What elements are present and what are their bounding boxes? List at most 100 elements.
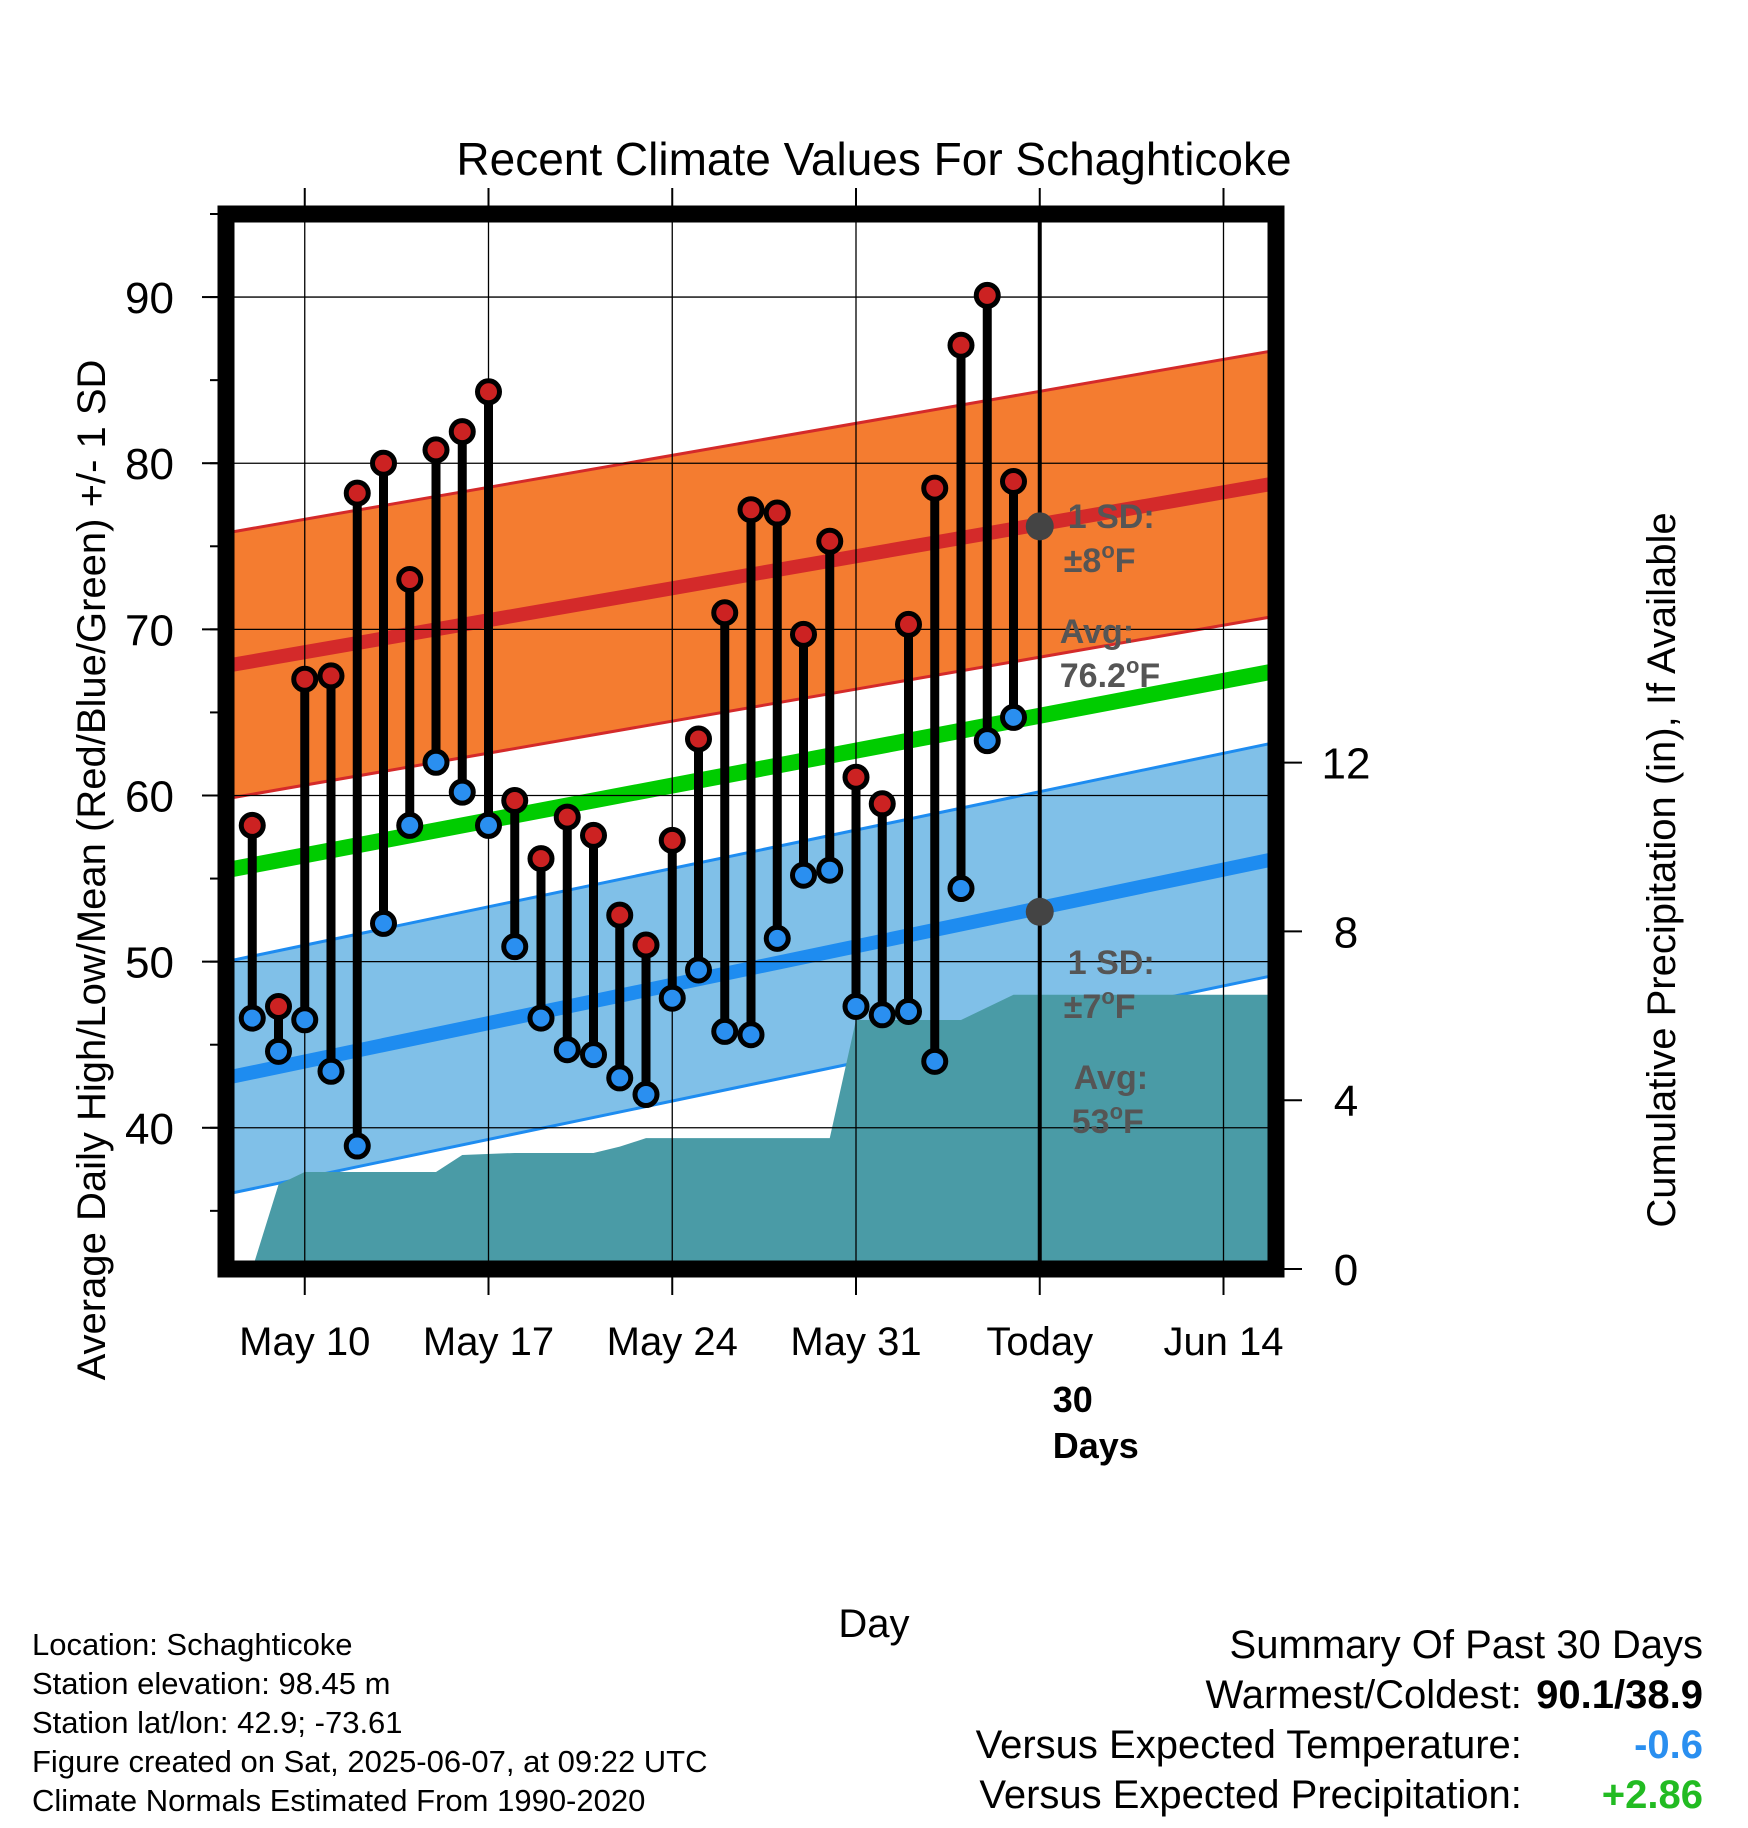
y-tick-label: 70 (125, 606, 174, 655)
high-point (947, 331, 975, 359)
y2-axis-label: Cumulative Precipitation (in), If Availa… (1640, 512, 1684, 1227)
summary-warm-row: Warmest/Coldest: 90.1/38.9 (976, 1670, 1704, 1720)
y2-tick-label: 12 (1322, 740, 1371, 789)
high-point (868, 790, 896, 818)
low-point (632, 1081, 660, 1109)
high-point (1000, 467, 1027, 495)
y-tick-label: 60 (125, 772, 174, 821)
high-point (895, 610, 922, 638)
y-tick-label: 40 (125, 1105, 174, 1154)
low-point (291, 1006, 319, 1034)
high-point (606, 901, 634, 929)
high-point (790, 620, 817, 648)
low-sd-title: 1 SD: (1068, 944, 1155, 982)
today-days-number: 30 (1053, 1379, 1093, 1420)
low-point (816, 856, 844, 884)
high-point (396, 566, 424, 594)
low-avg-value: 53oF (1072, 1099, 1144, 1141)
high-point (422, 436, 450, 464)
plot-interior (226, 214, 1276, 1269)
high-sd-value: ±8oF (1064, 538, 1136, 580)
high-avg-value: 76.2oF (1060, 653, 1160, 695)
low-point (658, 984, 686, 1012)
low-point (501, 933, 529, 961)
high-point (580, 821, 607, 849)
low-point (1000, 703, 1027, 731)
temp-value: -0.6 (1634, 1723, 1703, 1767)
warm-label: Warmest/Coldest: (1205, 1673, 1522, 1717)
precipitation-area (252, 994, 1276, 1269)
elevation-text: Station elevation: 98.45 m (32, 1666, 391, 1701)
high-point (501, 786, 529, 814)
low-avg-title: Avg: (1074, 1059, 1148, 1097)
high-point (238, 811, 266, 839)
location-text: Location: Schaghticoke (32, 1627, 353, 1662)
low-point (580, 1041, 607, 1069)
x-tick-label: May 17 (423, 1320, 554, 1364)
y2-tick-label: 8 (1334, 908, 1358, 957)
y-tick-label: 50 (125, 939, 174, 988)
high-point (816, 527, 844, 555)
high-point (632, 931, 660, 959)
low-point (422, 748, 450, 776)
low-sd-value: ±7oF (1064, 984, 1136, 1026)
y-axis-label: Average Daily High/Low/Mean (Red/Blue/Gr… (70, 360, 114, 1381)
low-point (553, 1036, 581, 1064)
low-point (370, 909, 397, 937)
precip-value: +2.86 (1601, 1773, 1703, 1817)
y2-tick-label: 0 (1334, 1246, 1358, 1295)
high-point (737, 496, 765, 524)
low-point (947, 875, 975, 903)
high-point (265, 992, 292, 1020)
high-point (711, 599, 739, 627)
low-point (396, 811, 424, 839)
low-point (685, 956, 712, 984)
created-text: Figure created on Sat, 2025-06-07, at 09… (32, 1744, 708, 1779)
high-point (475, 378, 502, 406)
y-tick-label: 90 (125, 274, 174, 323)
low-point (842, 992, 870, 1020)
temp-label: Versus Expected Temperature: (975, 1723, 1522, 1767)
low-point (895, 997, 922, 1025)
low-point (921, 1047, 949, 1075)
summary-precip-row: Versus Expected Precipitation: +2.86 (976, 1770, 1703, 1820)
chart-title: Recent Climate Values For Schaghticoke (456, 133, 1291, 185)
high-point (658, 826, 686, 854)
high-point (842, 763, 870, 791)
low-point (737, 1021, 765, 1049)
y-tick-label: 80 (125, 440, 174, 489)
today-high-marker (1025, 512, 1054, 541)
high-point (685, 725, 712, 753)
x-tick-label: Today (986, 1320, 1093, 1364)
summary-temp-row: Versus Expected Temperature: -0.6 (976, 1720, 1703, 1770)
high-point (527, 845, 555, 873)
station-info: Location: Schaghticoke Station elevation… (32, 1625, 708, 1820)
y2-tick-label: 4 (1334, 1077, 1358, 1126)
low-point (606, 1064, 634, 1092)
high-sd-title: 1 SD: (1068, 498, 1155, 536)
high-point (553, 803, 581, 831)
plot-frame (217, 205, 1285, 1278)
summary-title: Summary Of Past 30 Days (1229, 1623, 1703, 1667)
x-tick-label: May 31 (790, 1320, 921, 1364)
high-point (317, 662, 345, 690)
normals-text: Climate Normals Estimated From 1990-2020 (32, 1783, 646, 1818)
precip-label: Versus Expected Precipitation: (979, 1773, 1522, 1817)
low-point (790, 861, 817, 889)
warm-value: 90.1/38.9 (1536, 1673, 1703, 1717)
low-point (527, 1004, 555, 1032)
high-point (763, 499, 791, 527)
low-point (711, 1017, 739, 1045)
latlon-text: Station lat/lon: 42.9; -73.61 (32, 1705, 403, 1740)
low-point (973, 727, 1001, 755)
high-point (343, 479, 371, 507)
today-low-marker (1025, 897, 1054, 926)
today-days-label: Days (1053, 1425, 1139, 1466)
high-point (448, 418, 476, 446)
x-tick-label: Jun 14 (1163, 1320, 1283, 1364)
x-axis-label: Day (838, 1602, 909, 1646)
high-point (291, 665, 319, 693)
low-point (265, 1037, 292, 1065)
